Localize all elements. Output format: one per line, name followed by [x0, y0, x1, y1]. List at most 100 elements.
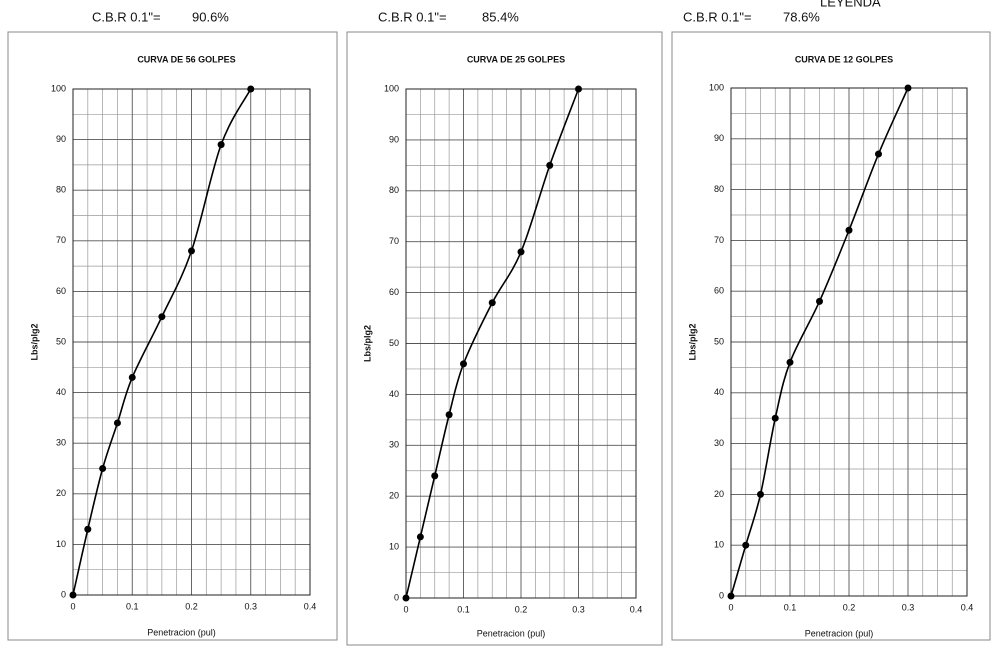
- y-tick-label: 10: [714, 540, 724, 550]
- x-tick-label: 0.3: [572, 604, 585, 614]
- data-point: [727, 592, 735, 600]
- panel: [7, 31, 338, 641]
- data-point: [875, 150, 882, 158]
- chart-title: CURVA DE 12 GOLPES: [795, 54, 893, 64]
- x-axis-label: Penetracion (pul): [477, 628, 546, 638]
- x-tick-label: 0.1: [457, 604, 470, 614]
- y-tick-label: 80: [389, 185, 399, 195]
- x-tick-label: 0.4: [961, 602, 974, 612]
- y-tick-label: 0: [719, 590, 724, 600]
- x-tick-label: 0: [70, 601, 75, 611]
- y-tick-label: 40: [56, 387, 66, 397]
- chart-title: CURVA DE 56 GOLPES: [137, 54, 235, 64]
- data-point: [742, 541, 750, 549]
- y-tick-label: 70: [389, 236, 399, 246]
- data-point: [99, 465, 107, 472]
- header-label: C.B.R 0.1"=: [378, 9, 447, 24]
- x-tick-label: 0: [728, 602, 733, 612]
- y-tick-label: 30: [714, 438, 724, 448]
- y-tick-label: 40: [714, 387, 724, 397]
- y-tick-label: 30: [56, 438, 66, 448]
- data-point: [416, 533, 424, 541]
- y-tick-label: 60: [389, 287, 399, 297]
- data-point: [188, 247, 195, 255]
- data-point: [247, 85, 255, 93]
- plot-border: [72, 88, 311, 596]
- y-tick-label: 90: [714, 133, 724, 143]
- x-axis-label: Penetracion (pul): [147, 627, 216, 637]
- data-point: [69, 591, 77, 599]
- data-point: [845, 226, 853, 234]
- y-tick-label: 20: [56, 488, 66, 498]
- header-label: C.B.R 0.1"=: [683, 9, 752, 24]
- x-tick-label: 0.4: [630, 604, 643, 614]
- x-tick-label: 0: [403, 604, 408, 614]
- data-point: [488, 299, 496, 307]
- data-point: [431, 472, 439, 480]
- y-tick-label: 0: [394, 592, 399, 602]
- curve: [730, 87, 909, 597]
- data-point: [402, 594, 410, 602]
- x-tick-label: 0.3: [902, 602, 915, 612]
- data-point: [445, 411, 453, 419]
- y-tick-label: 0: [61, 589, 66, 599]
- y-axis-label: Lbs/plg2: [29, 323, 39, 360]
- y-tick-label: 10: [56, 539, 66, 549]
- y-axis-label: Lbs/plg2: [362, 325, 372, 362]
- y-tick-label: 40: [389, 389, 399, 399]
- data-point: [786, 358, 794, 366]
- y-tick-label: 90: [56, 134, 66, 144]
- x-tick-label: 0.2: [843, 602, 856, 612]
- x-axis-label: Penetracion (pul): [805, 628, 874, 638]
- x-tick-label: 0.2: [185, 601, 198, 611]
- x-tick-label: 0.1: [126, 601, 139, 611]
- curve: [405, 88, 580, 599]
- header-value: 85.4%: [482, 9, 519, 24]
- x-tick-label: 0.3: [244, 601, 257, 611]
- data-point: [816, 297, 823, 305]
- data-point: [217, 141, 225, 149]
- panel: [346, 31, 663, 646]
- plot-border: [730, 87, 968, 597]
- y-tick-label: 50: [714, 336, 724, 346]
- x-tick-label: 0.1: [784, 602, 797, 612]
- legend-text: LEYENDA: [820, 0, 881, 9]
- data-point: [771, 414, 779, 422]
- y-tick-label: 50: [389, 338, 399, 348]
- y-axis-label: Lbs/plg2: [687, 323, 697, 360]
- y-tick-label: 20: [389, 491, 399, 501]
- y-tick-label: 30: [389, 440, 399, 450]
- data-point: [757, 490, 764, 498]
- y-tick-label: 100: [51, 83, 66, 93]
- data-point: [460, 360, 467, 368]
- y-tick-label: 90: [389, 134, 399, 144]
- header-value: 90.6%: [192, 9, 229, 24]
- header-label: C.B.R 0.1"=: [92, 9, 161, 24]
- y-tick-label: 20: [714, 489, 724, 499]
- y-tick-label: 100: [384, 83, 399, 93]
- y-tick-label: 70: [56, 235, 66, 245]
- plot-border: [405, 88, 637, 599]
- data-point: [84, 525, 92, 533]
- data-point: [113, 419, 121, 427]
- data-point: [546, 161, 554, 169]
- curve: [72, 88, 252, 596]
- y-tick-label: 70: [714, 235, 724, 245]
- y-tick-label: 80: [56, 185, 66, 195]
- data-point: [575, 85, 582, 93]
- chart-title: CURVA DE 25 GOLPES: [467, 54, 565, 64]
- y-tick-label: 50: [56, 336, 66, 346]
- x-tick-label: 0.2: [515, 604, 528, 614]
- data-point: [128, 373, 136, 381]
- data-point: [904, 84, 912, 92]
- y-tick-label: 10: [389, 541, 399, 551]
- y-tick-label: 80: [714, 184, 724, 194]
- data-point: [517, 248, 525, 256]
- y-tick-label: 60: [56, 286, 66, 296]
- y-tick-label: 60: [714, 286, 724, 296]
- y-tick-label: 100: [709, 82, 724, 92]
- panel: [671, 31, 991, 641]
- data-point: [158, 313, 166, 321]
